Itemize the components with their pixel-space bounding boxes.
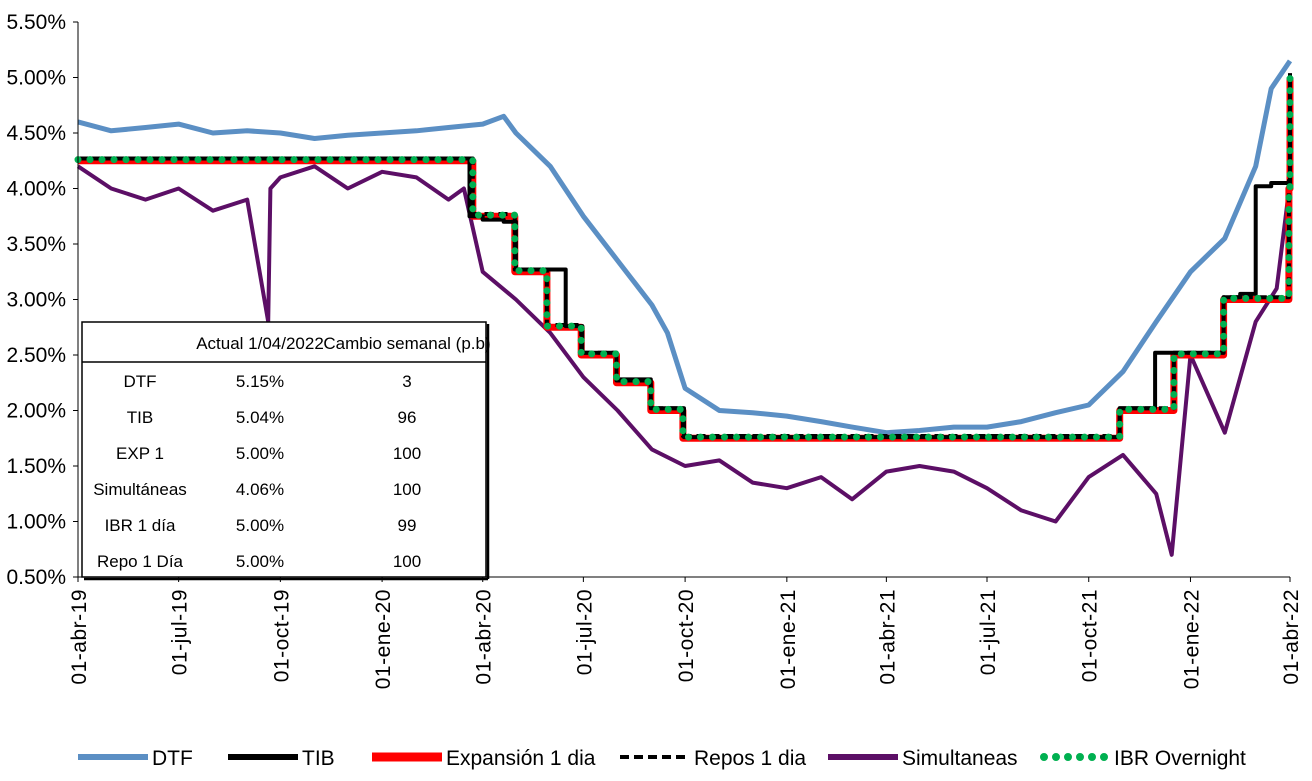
legend-label: TIB: [302, 747, 335, 770]
series-line-dtf: [77, 59, 1293, 436]
x-tick-label: 01-jul-21: [977, 589, 1000, 675]
table-cell: EXP 1: [116, 444, 164, 463]
table-cell: 5.15%: [236, 372, 284, 391]
table-cell: 4.06%: [236, 480, 284, 499]
y-tick-label: 4.00%: [6, 178, 66, 201]
table-cell: 99: [398, 516, 417, 535]
y-tick-label: 5.50%: [6, 11, 66, 34]
x-tick-label: 01-oct-21: [1079, 589, 1102, 682]
table-cell: DTF: [123, 372, 156, 391]
summary-table: Actual 1/04/2022 Cambio semanal (p.b) DTF 5…: [81, 321, 491, 581]
y-tick-label: 0.50%: [6, 566, 66, 589]
y-tick-label: 2.50%: [6, 344, 66, 367]
legend-label: Simultaneas: [902, 747, 1018, 770]
x-tick-label: 01-ene-21: [777, 589, 800, 689]
table-header-cell: Cambio semanal (p.b): [323, 334, 490, 353]
series-line-repos-1-dia: [78, 77, 1292, 438]
y-tick-label: 3.00%: [6, 289, 66, 312]
table-cell: IBR 1 día: [105, 516, 176, 535]
x-tick-label: 01-abr-22: [1280, 589, 1303, 685]
y-tick-label: 1.00%: [6, 511, 66, 534]
series-line-simultaneas: [76, 164, 1292, 557]
legend-label: Expansión 1 dia: [446, 747, 596, 770]
legend-label: Repos 1 dia: [694, 747, 806, 770]
y-tick-label: 1.50%: [6, 455, 66, 478]
table-cell: 5.00%: [236, 552, 284, 571]
legend-label: DTF: [152, 747, 193, 770]
table-cell: Simultáneas: [93, 480, 187, 499]
table-header-cell: Actual 1/04/2022: [196, 334, 324, 353]
legend: DTF TIB Expansión 1 dia Repos 1 dia Simultan…: [78, 747, 1246, 770]
x-tick-label: 01-ene-22: [1180, 589, 1203, 689]
x-tick-label: 01-jul-20: [573, 589, 596, 675]
series-layer: [74, 59, 1294, 557]
x-tick-label: 01-abr-20: [473, 589, 496, 685]
summary-table-frame: [81, 321, 487, 578]
axes: 5.50% 5.00% 4.50% 4.00% 3.50% 3.00% 2.50% 2.00%…: [6, 11, 1303, 689]
table-cell: Repo 1 Día: [97, 552, 184, 571]
table-cell: TIB: [127, 408, 153, 427]
table-cell: 100: [393, 480, 421, 499]
table-cell: 5.04%: [236, 408, 284, 427]
table-cell: 100: [393, 444, 421, 463]
x-tick-label: 01-abr-19: [68, 589, 91, 685]
legend-label: IBR Overnight: [1114, 747, 1246, 770]
y-tick-label: 5.00%: [6, 67, 66, 90]
x-tick-label: 01-oct-20: [675, 589, 698, 682]
table-cell: 5.00%: [236, 516, 284, 535]
y-tick-label: 3.50%: [6, 233, 66, 256]
x-tick-label: 01-abr-21: [876, 589, 899, 685]
y-tick-label: 2.00%: [6, 400, 66, 423]
table-cell: 96: [398, 408, 417, 427]
x-tick-label: 01-jul-19: [169, 589, 192, 675]
y-tick-label: 4.50%: [6, 122, 66, 145]
x-tick-label: 01-oct-19: [270, 589, 293, 682]
table-cell: 3: [402, 372, 411, 391]
table-cell: 5.00%: [236, 444, 284, 463]
table-cell: 100: [393, 552, 421, 571]
x-tick-label: 01-ene-20: [372, 589, 395, 689]
